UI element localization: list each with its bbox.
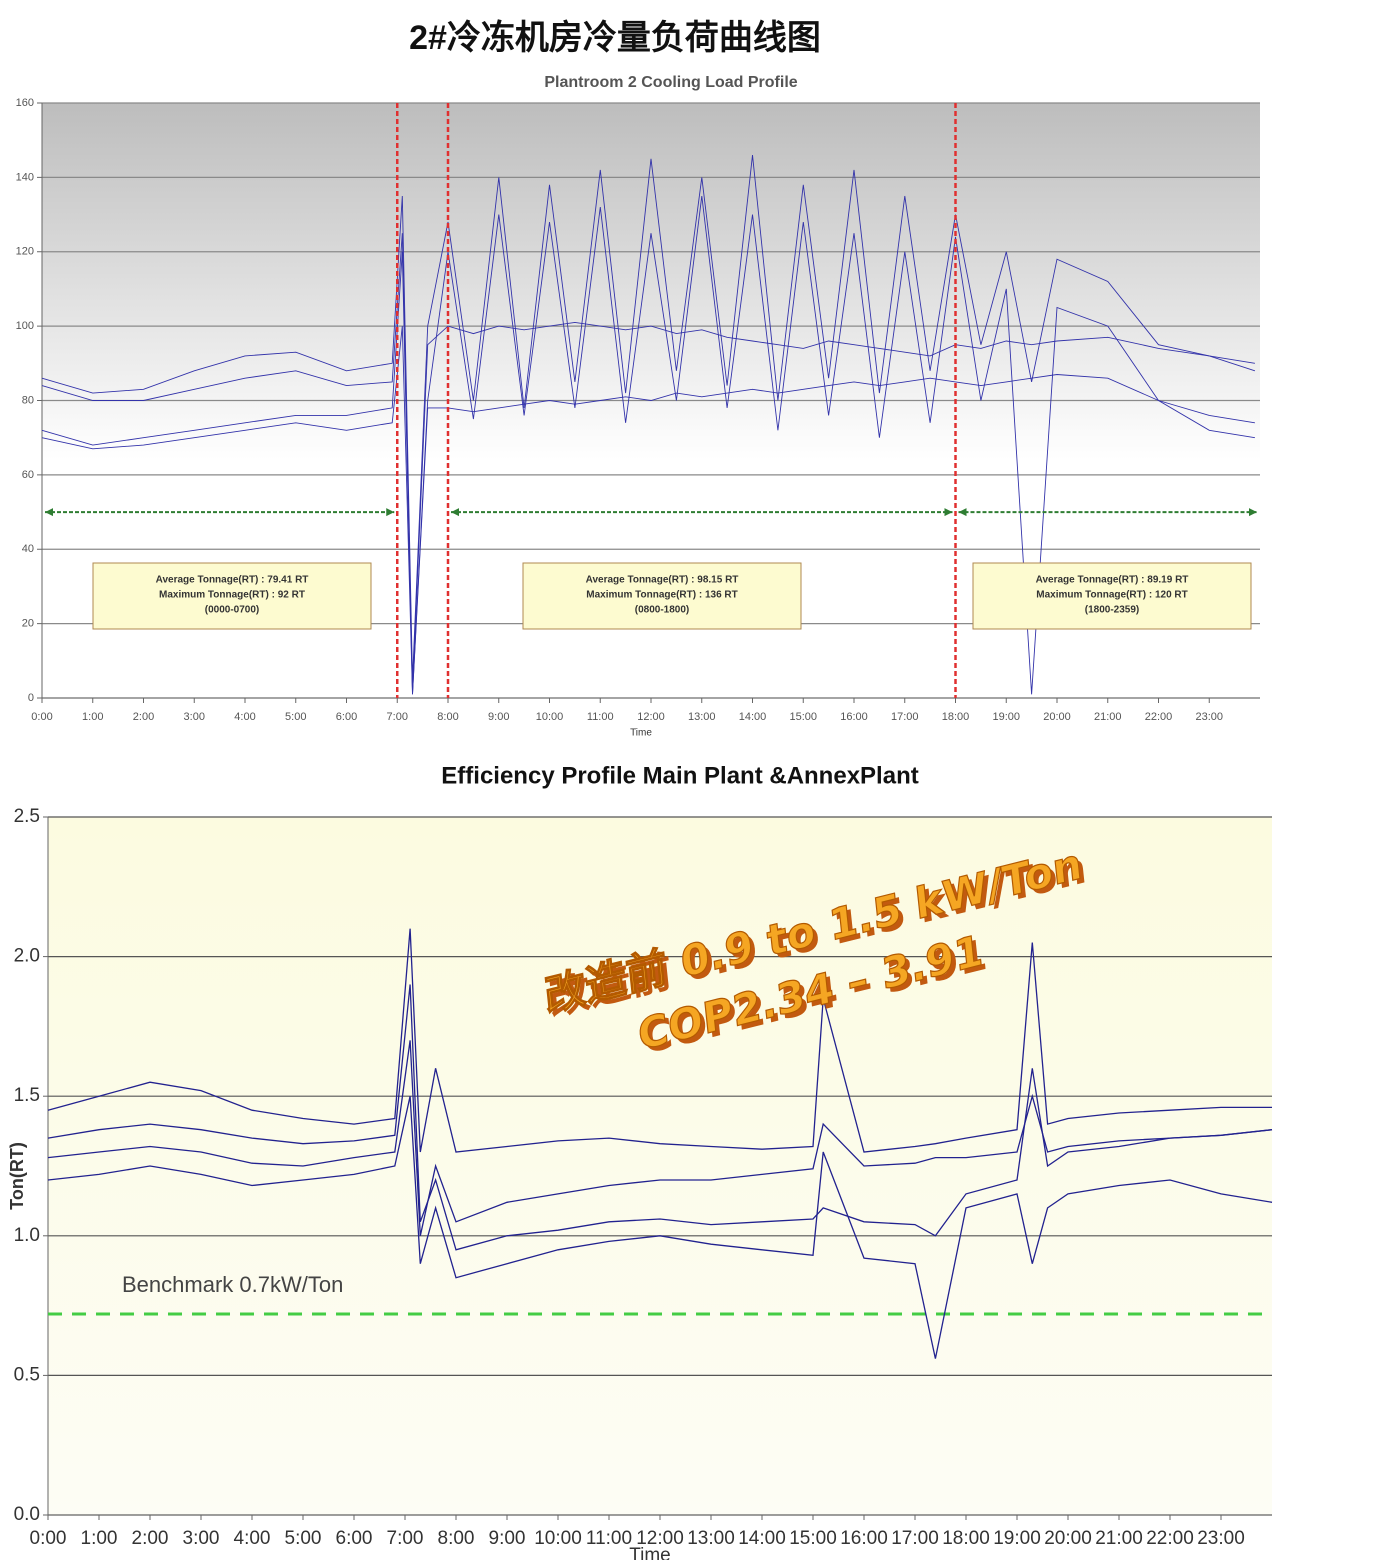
annotation-text: Maximum Tonnage(RT) : 92 RT [159, 590, 305, 601]
y-tick-label: 0 [28, 692, 34, 704]
x-tick-label: 12:00 [636, 1528, 684, 1549]
chart-title: Plantroom 2 Cooling Load Profile [544, 74, 797, 91]
annotation-text: Average Tonnage(RT) : 98.15 RT [586, 575, 739, 586]
x-tick-label: 22:00 [1146, 1528, 1194, 1549]
y-tick-label: 0.0 [14, 1504, 40, 1525]
x-tick-label: 4:00 [234, 711, 255, 723]
x-tick-label: 20:00 [1044, 1528, 1092, 1549]
x-tick-label: 15:00 [789, 711, 817, 723]
series-line [41, 155, 1256, 680]
x-tick-label: 1:00 [81, 1528, 118, 1549]
x-tick-label: 21:00 [1094, 711, 1122, 723]
series-line [47, 984, 1273, 1251]
x-tick-label: 3:00 [183, 1528, 220, 1549]
chart-title: Efficiency Profile Main Plant &AnnexPlan… [441, 762, 918, 789]
y-tick-label: 160 [16, 97, 34, 109]
y-tick-label: 60 [22, 469, 34, 481]
series-line [47, 1040, 1273, 1236]
plot-area [48, 817, 1272, 1515]
x-tick-label: 10:00 [536, 711, 564, 723]
series-line [41, 251, 1255, 695]
x-tick-label: 4:00 [234, 1528, 271, 1549]
x-tick-label: 17:00 [891, 711, 919, 723]
x-tick-label: 8:00 [438, 1528, 475, 1549]
x-tick-label: 23:00 [1195, 711, 1223, 723]
benchmark-label: Benchmark 0.7kW/Ton [122, 1272, 343, 1297]
x-tick-label: 11:00 [586, 1528, 632, 1549]
x-tick-label: 2:00 [132, 1528, 169, 1549]
y-tick-label: 40 [22, 543, 34, 555]
x-tick-label: 7:00 [387, 1528, 424, 1549]
x-tick-label: 8:00 [437, 711, 458, 723]
x-tick-label: 14:00 [739, 711, 767, 723]
annotation-box [522, 562, 802, 630]
x-tick-label: 13:00 [688, 711, 716, 723]
x-tick-label: 0:00 [30, 1528, 67, 1549]
x-tick-label: 18:00 [942, 1528, 990, 1549]
series-line [41, 195, 1255, 695]
x-tick-label: 13:00 [687, 1528, 735, 1549]
y-tick-label: 2.5 [14, 806, 40, 827]
x-tick-label: 5:00 [285, 1528, 322, 1549]
y-tick-label: 100 [16, 320, 34, 332]
x-tick-label: 10:00 [534, 1528, 582, 1549]
x-tick-label: 9:00 [488, 711, 509, 723]
x-tick-label: 2:00 [133, 711, 154, 723]
x-tick-label: 21:00 [1095, 1528, 1143, 1549]
y-tick-label: 2.0 [14, 946, 40, 967]
y-tick-label: 80 [22, 394, 34, 406]
annotation-text: (1800-2359) [1085, 605, 1139, 616]
y-tick-label: 1.0 [14, 1225, 40, 1246]
x-tick-label: 23:00 [1197, 1528, 1245, 1549]
x-axis-label: Time [630, 728, 652, 739]
annotation-text: Maximum Tonnage(RT) : 120 RT [1036, 590, 1188, 601]
x-tick-label: 6:00 [336, 711, 357, 723]
x-tick-label: 11:00 [587, 711, 614, 723]
y-axis-label: Ton(RT) [7, 1142, 27, 1210]
x-axis-label: Time [629, 1545, 671, 1560]
annotation-text: (0000-0700) [205, 605, 259, 616]
x-tick-label: 15:00 [789, 1528, 837, 1549]
x-tick-label: 7:00 [387, 711, 408, 723]
x-tick-label: 16:00 [840, 1528, 888, 1549]
x-tick-label: 22:00 [1145, 711, 1173, 723]
x-tick-label: 18:00 [942, 711, 970, 723]
x-tick-label: 0:00 [31, 711, 52, 723]
y-tick-label: 1.5 [14, 1085, 40, 1106]
x-tick-label: 9:00 [489, 1528, 526, 1549]
y-tick-label: 140 [16, 171, 34, 183]
series-line [47, 1096, 1273, 1359]
x-tick-label: 14:00 [738, 1528, 786, 1549]
annotation-text: (0800-1800) [635, 605, 689, 616]
x-tick-label: 1:00 [82, 711, 103, 723]
annotation-text: Average Tonnage(RT) : 79.41 RT [156, 575, 309, 586]
annotation-text: Maximum Tonnage(RT) : 136 RT [586, 590, 738, 601]
x-tick-label: 12:00 [637, 711, 665, 723]
x-tick-label: 16:00 [840, 711, 868, 723]
y-tick-label: 0.5 [14, 1364, 40, 1385]
x-tick-label: 19:00 [993, 1528, 1041, 1549]
x-tick-label: 20:00 [1043, 711, 1071, 723]
x-tick-label: 19:00 [992, 711, 1020, 723]
x-tick-label: 3:00 [184, 711, 205, 723]
y-tick-label: 20 [22, 618, 34, 630]
series-line [47, 928, 1272, 1153]
annotation-box [972, 562, 1252, 630]
y-tick-label: 120 [16, 246, 34, 258]
x-tick-label: 17:00 [891, 1528, 939, 1549]
page-title: 2#冷冻机房冷量负荷曲线图 [409, 19, 821, 57]
x-tick-label: 5:00 [285, 711, 306, 723]
annotation-box [92, 562, 372, 630]
x-tick-label: 6:00 [336, 1528, 373, 1549]
annotation-text: Average Tonnage(RT) : 89.19 RT [1036, 575, 1189, 586]
